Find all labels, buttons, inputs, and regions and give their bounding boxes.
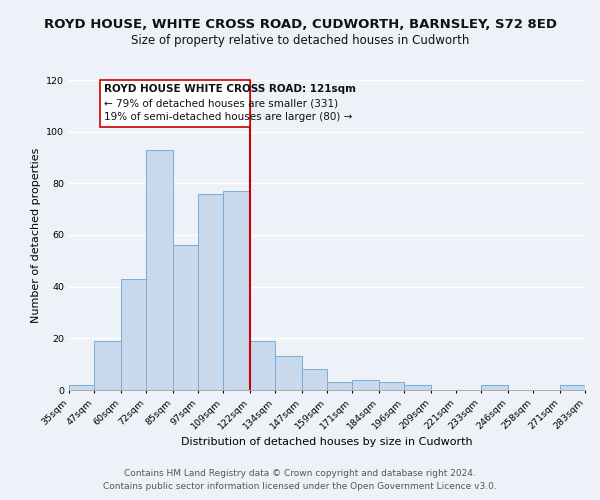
- Bar: [560, 385, 585, 390]
- Bar: [379, 382, 404, 390]
- Text: Contains HM Land Registry data © Crown copyright and database right 2024.: Contains HM Land Registry data © Crown c…: [124, 468, 476, 477]
- Bar: [327, 382, 352, 390]
- Text: ROYD HOUSE, WHITE CROSS ROAD, CUDWORTH, BARNSLEY, S72 8ED: ROYD HOUSE, WHITE CROSS ROAD, CUDWORTH, …: [44, 18, 557, 30]
- Bar: [94, 341, 121, 390]
- Bar: [173, 246, 198, 390]
- Bar: [250, 341, 275, 390]
- FancyBboxPatch shape: [100, 80, 250, 126]
- Bar: [352, 380, 379, 390]
- Text: Contains public sector information licensed under the Open Government Licence v3: Contains public sector information licen…: [103, 482, 497, 491]
- Bar: [146, 150, 173, 390]
- Bar: [302, 370, 327, 390]
- Y-axis label: Number of detached properties: Number of detached properties: [31, 148, 41, 322]
- Bar: [198, 194, 223, 390]
- Text: Size of property relative to detached houses in Cudworth: Size of property relative to detached ho…: [131, 34, 469, 47]
- Text: 19% of semi-detached houses are larger (80) →: 19% of semi-detached houses are larger (…: [104, 112, 353, 122]
- Text: ← 79% of detached houses are smaller (331): ← 79% of detached houses are smaller (33…: [104, 98, 338, 108]
- Bar: [69, 385, 94, 390]
- Bar: [275, 356, 302, 390]
- Text: ROYD HOUSE WHITE CROSS ROAD: 121sqm: ROYD HOUSE WHITE CROSS ROAD: 121sqm: [104, 84, 356, 94]
- Bar: [223, 191, 250, 390]
- Bar: [121, 279, 146, 390]
- Bar: [481, 385, 508, 390]
- X-axis label: Distribution of detached houses by size in Cudworth: Distribution of detached houses by size …: [181, 437, 473, 447]
- Bar: [404, 385, 431, 390]
